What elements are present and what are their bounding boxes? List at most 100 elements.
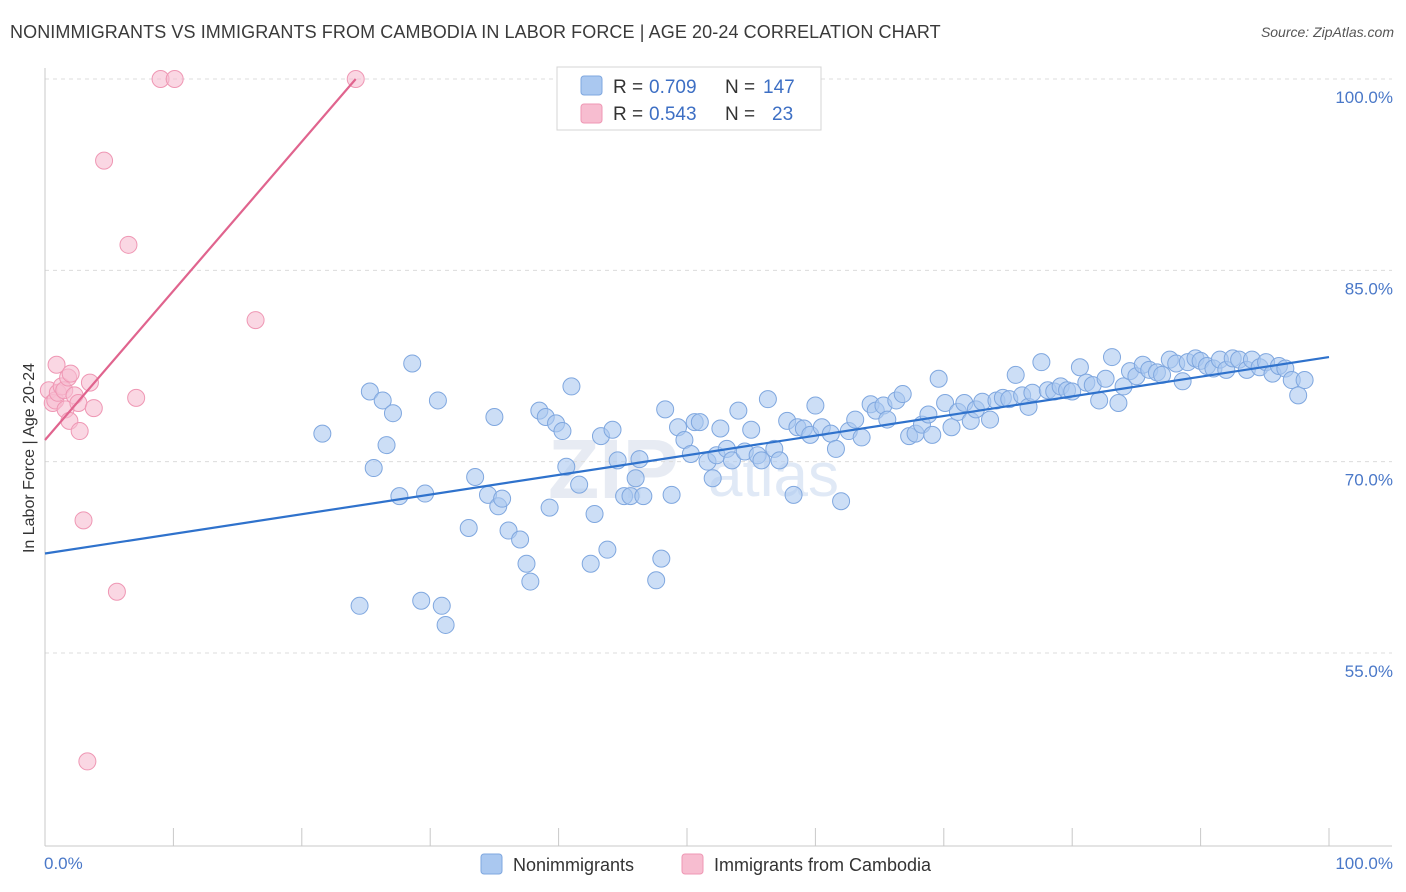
x-tick-labels: 0.0% 100.0% [44, 854, 1393, 873]
data-point-cambodia [119, 235, 138, 254]
y-axis-title: In Labor Force | Age 20-24 [21, 363, 38, 553]
data-point-nonimmigrants [562, 377, 581, 396]
stats-swatch-cambodia [580, 103, 603, 124]
trend-lines [44, 78, 1330, 555]
data-point-nonimmigrants [436, 615, 455, 634]
data-point-nonimmigrants [690, 413, 709, 432]
data-point-nonimmigrants [493, 489, 512, 508]
data-point-nonimmigrants [703, 469, 722, 488]
data-point-nonimmigrants [1295, 371, 1314, 390]
data-point-nonimmigrants [634, 487, 653, 506]
data-point-nonimmigrants [784, 485, 803, 504]
trend-line-nonimmigrants [44, 355, 1330, 555]
data-point-cambodia [84, 399, 103, 418]
data-point-nonimmigrants [1006, 365, 1025, 384]
data-point-nonimmigrants [722, 451, 741, 470]
data-point-nonimmigrants [540, 498, 559, 517]
legend-label-cambodia: Immigrants from Cambodia [714, 855, 932, 875]
stats-box: R = 0.709 N = 147 R = 0.543 N = 23 [556, 66, 822, 131]
stats-r-value-1: 0.709 [649, 77, 697, 98]
data-point-cambodia [74, 511, 93, 530]
data-point-nonimmigrants [1090, 391, 1109, 410]
data-point-nonimmigrants [511, 530, 530, 549]
data-point-nonimmigrants [893, 385, 912, 404]
data-point-nonimmigrants [942, 418, 961, 437]
data-point-nonimmigrants [846, 410, 865, 429]
data-point-cambodia [107, 582, 126, 601]
data-point-nonimmigrants [1109, 393, 1128, 412]
data-point-nonimmigrants [630, 450, 649, 469]
data-point-nonimmigrants [647, 571, 666, 590]
data-point-nonimmigrants [826, 439, 845, 458]
data-point-nonimmigrants [585, 504, 604, 523]
series-nonimmigrants [313, 348, 1314, 634]
data-point-nonimmigrants [360, 382, 379, 401]
data-point-nonimmigrants [373, 391, 392, 410]
stats-n-value-2: 23 [772, 104, 793, 125]
data-point-nonimmigrants [936, 393, 955, 412]
data-point-nonimmigrants [758, 390, 777, 409]
data-point-nonimmigrants [390, 487, 409, 506]
stats-n-label-1: N = [725, 77, 755, 98]
data-point-nonimmigrants [923, 425, 942, 444]
x-tick-label: 100.0% [1335, 854, 1393, 873]
data-point-nonimmigrants [752, 451, 771, 470]
legend: Nonimmigrants Immigrants from Cambodia [480, 853, 932, 875]
data-point-nonimmigrants [929, 369, 948, 388]
data-point-nonimmigrants [1103, 348, 1122, 367]
data-point-cambodia [61, 364, 80, 383]
data-point-cambodia [95, 151, 114, 170]
data-point-nonimmigrants [553, 422, 572, 441]
data-point-nonimmigrants [770, 451, 789, 470]
data-point-nonimmigrants [1070, 358, 1089, 377]
chart-title: NONIMMIGRANTS VS IMMIGRANTS FROM CAMBODI… [10, 22, 941, 42]
data-point-nonimmigrants [412, 591, 431, 610]
chart-source: Source: ZipAtlas.com [1260, 24, 1394, 40]
data-point-cambodia [70, 422, 89, 441]
trend-line-cambodia [44, 78, 357, 441]
data-point-cambodia [246, 311, 265, 330]
legend-swatch-nonimmigrants [480, 853, 503, 875]
data-point-nonimmigrants [581, 554, 600, 573]
stats-n-value-1: 147 [763, 77, 795, 98]
y-tick-label: 100.0% [1335, 88, 1393, 107]
data-point-nonimmigrants [806, 396, 825, 415]
data-point-nonimmigrants [1023, 383, 1042, 402]
data-point-nonimmigrants [521, 572, 540, 591]
data-point-nonimmigrants [383, 404, 402, 423]
data-point-nonimmigrants [432, 596, 451, 615]
data-point-nonimmigrants [459, 518, 478, 537]
data-point-cambodia [165, 70, 184, 88]
stats-r-label-2: R = [613, 104, 643, 125]
data-point-nonimmigrants [852, 428, 871, 447]
data-point-nonimmigrants [742, 420, 761, 439]
data-point-nonimmigrants [313, 424, 332, 443]
axes [44, 68, 1392, 847]
data-point-nonimmigrants [729, 401, 748, 420]
stats-n-label-2: N = [725, 104, 755, 125]
legend-swatch-cambodia [681, 853, 704, 875]
stats-r-value-2: 0.543 [649, 104, 697, 125]
data-point-nonimmigrants [350, 596, 369, 615]
x-tick-label: 0.0% [44, 854, 83, 873]
data-point-nonimmigrants [603, 420, 622, 439]
y-tick-label: 85.0% [1345, 279, 1393, 298]
data-point-nonimmigrants [652, 549, 671, 568]
stats-swatch-nonimmigrants [580, 75, 603, 96]
data-point-nonimmigrants [1032, 353, 1051, 372]
y-tick-label: 55.0% [1345, 662, 1393, 681]
data-point-nonimmigrants [466, 467, 485, 486]
data-point-nonimmigrants [570, 475, 589, 494]
data-point-nonimmigrants [656, 400, 675, 419]
data-point-cambodia [80, 373, 99, 392]
stats-r-label-1: R = [613, 77, 643, 98]
series-immigrants-from-cambodia [39, 70, 365, 771]
data-point-nonimmigrants [598, 540, 617, 559]
data-point-cambodia [78, 752, 97, 771]
data-point-cambodia [47, 355, 66, 374]
data-point-nonimmigrants [403, 354, 422, 373]
data-point-cambodia [127, 388, 146, 407]
data-point-nonimmigrants [626, 469, 645, 488]
y-tick-labels: 55.0% 70.0% 85.0% 100.0% [1335, 88, 1393, 681]
data-point-nonimmigrants [832, 492, 851, 511]
